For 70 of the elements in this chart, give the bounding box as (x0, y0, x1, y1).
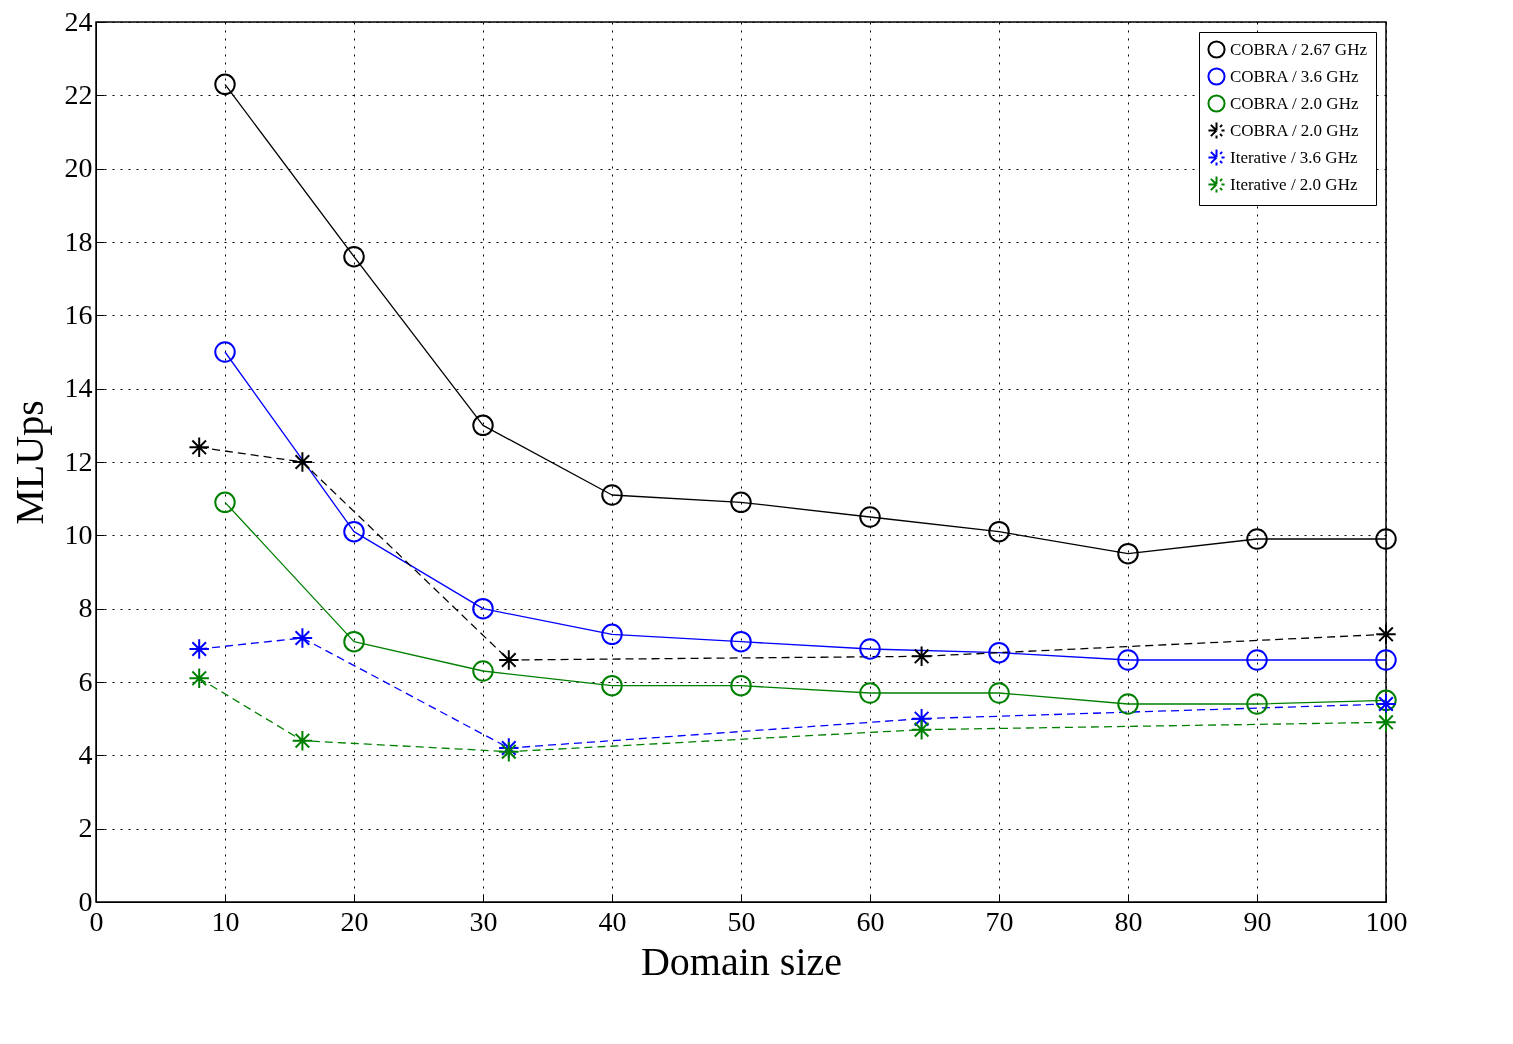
point (601, 623, 623, 646)
point (988, 682, 1010, 704)
point (291, 627, 314, 649)
point (1246, 649, 1268, 671)
y-tick-label: 16 (64, 298, 93, 330)
point (498, 649, 520, 671)
point (214, 491, 236, 514)
point (601, 674, 623, 697)
point (601, 484, 623, 506)
y-tick-label: 2 (78, 812, 93, 844)
point (1117, 542, 1139, 565)
point (988, 520, 1010, 543)
y-axis-title: MLUps (6, 400, 52, 525)
point (730, 674, 752, 697)
x-tick-label: 10 (211, 905, 240, 937)
point (859, 638, 881, 660)
y-tick-label: 14 (64, 372, 93, 404)
legend-label: Iterative / 2.0 GHz (1230, 174, 1358, 194)
point (1246, 528, 1268, 550)
y-tick-label: 12 (64, 445, 93, 477)
y-tick-label: 20 (64, 152, 93, 184)
x-tick-label: 90 (1243, 905, 1272, 937)
point (910, 718, 933, 741)
point (859, 682, 881, 704)
y-tick-label: 6 (78, 665, 93, 697)
x-tick-label: 80 (1114, 905, 1143, 937)
point (343, 630, 365, 653)
legend-label: COBRA / 2.0 GHz (1230, 93, 1359, 113)
point (1375, 623, 1397, 646)
point (730, 630, 752, 653)
point (214, 73, 236, 96)
y-tick-label: 4 (78, 738, 93, 770)
point (1117, 649, 1139, 671)
y-tick-label: 18 (64, 225, 93, 257)
y-tick-label: 22 (64, 78, 93, 110)
point (1375, 649, 1397, 671)
point (1375, 711, 1397, 734)
point (472, 414, 494, 437)
legend-label: COBRA / 2.0 GHz (1230, 120, 1359, 140)
point (988, 641, 1010, 664)
point (188, 638, 210, 660)
point (343, 520, 365, 543)
point (291, 729, 314, 752)
point (188, 436, 210, 459)
point (1117, 693, 1139, 715)
x-tick-label: 50 (727, 905, 756, 937)
point (859, 506, 881, 528)
x-tick-label: 60 (856, 905, 885, 937)
legend-label: COBRA / 2.67 GHz (1230, 39, 1368, 59)
x-tick-label: 70 (985, 905, 1014, 937)
point (910, 645, 933, 668)
point (188, 667, 210, 690)
y-tick-label: 10 (64, 518, 93, 550)
legend-label: COBRA / 3.6 GHz (1230, 66, 1359, 86)
point (1375, 528, 1397, 550)
x-tick-label: 100 (1365, 905, 1408, 937)
legend-label: Iterative / 3.6 GHz (1230, 147, 1358, 167)
point (472, 597, 494, 620)
x-tick-label: 20 (340, 905, 369, 937)
point (343, 245, 365, 268)
x-axis-title: Domain size (640, 938, 843, 984)
point (730, 491, 752, 514)
point (214, 341, 236, 363)
x-tick-label: 30 (469, 905, 498, 937)
x-tick-label: 40 (598, 905, 627, 937)
y-tick-label: 8 (78, 592, 93, 624)
point (291, 451, 314, 473)
y-tick-label: 24 (64, 5, 93, 37)
point (472, 660, 494, 682)
point (1246, 693, 1268, 715)
